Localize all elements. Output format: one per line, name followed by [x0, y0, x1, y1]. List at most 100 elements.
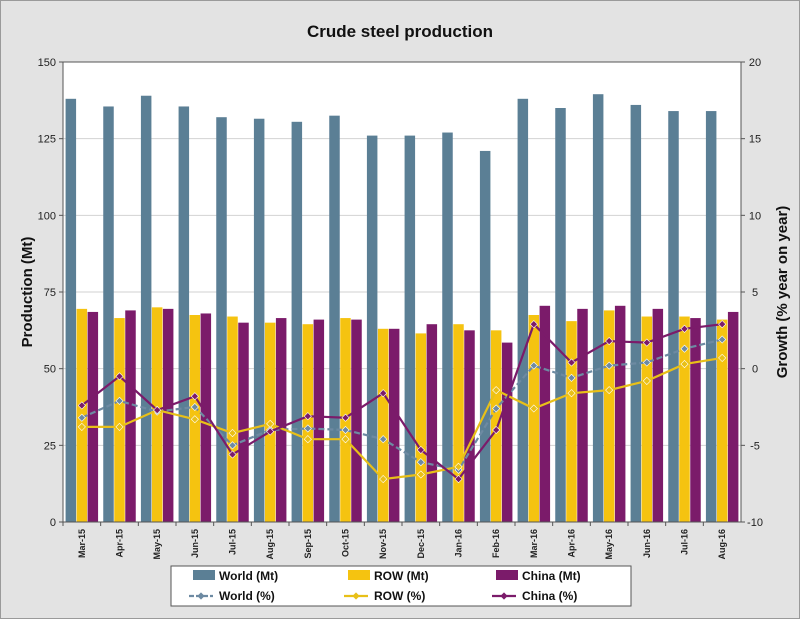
x-tick-label: Dec-15: [416, 529, 426, 559]
bar-row-mt-mar-16: [528, 315, 540, 522]
point-china-nov-15: [379, 389, 388, 398]
point-row-oct-15: [341, 435, 350, 444]
legend-label-china-mt: China (Mt): [522, 569, 581, 583]
x-tick-label: Jul-15: [228, 529, 238, 555]
x-tick-label: Mar-16: [529, 529, 539, 558]
bar-world-mt-jul-15: [216, 117, 227, 522]
line-world: [81, 338, 723, 472]
bar-china-mt-aug-16: [727, 311, 739, 522]
legend: World (Mt) ROW (Mt) China (Mt) World (%) ROW…: [170, 565, 632, 607]
point-row-aug-16: [718, 353, 727, 362]
bar-row-mt-jun-16: [641, 316, 653, 522]
bar-row-mt-jul-16: [679, 316, 690, 522]
bar-china-mt-apr-16: [577, 308, 588, 522]
legend-marker-world: [197, 592, 205, 600]
point-world-sep-15: [303, 424, 312, 433]
bar-row-mt-jan-16: [453, 324, 464, 522]
point-row-apr-16: [567, 389, 576, 398]
x-tick-label: Aug-15: [265, 529, 275, 560]
point-china-jul-16: [680, 324, 689, 333]
point-world-apr-15: [115, 396, 124, 405]
bar-china-mt-jul-16: [690, 318, 701, 522]
point-row-jan-16: [454, 462, 463, 471]
bar-china-mt-feb-16: [501, 342, 513, 522]
bar-row-mt-jul-15: [227, 316, 238, 522]
point-china-apr-16: [567, 358, 576, 367]
legend-box: [170, 565, 632, 607]
y2-axis-title: Growth (% year on year): [774, 206, 791, 379]
legend-marker-row: [352, 592, 360, 600]
point-row-jul-16: [680, 360, 689, 369]
legend-label-world-mt: World (Mt): [219, 569, 278, 583]
left-axis-ticks: 0 25 50 75 100 125 150: [38, 57, 63, 529]
point-china-may-16: [605, 337, 614, 346]
bar-row-mt-apr-16: [566, 321, 577, 522]
bar-world-mt-mar-16: [517, 98, 529, 523]
right-axis-ticks: -10 -5 0 5 10 15 20: [741, 57, 763, 529]
x-tick-label: Jun-15: [190, 529, 200, 558]
point-row-jun-15: [190, 415, 199, 424]
legend-label-world: World (%): [219, 589, 275, 603]
bar-world-mt-oct-15: [329, 115, 340, 523]
bar-china-mt-jul-15: [238, 322, 249, 522]
point-world-jun-16: [642, 358, 651, 367]
x-tick-label: Nov-15: [378, 529, 388, 559]
y2-tick-label: 15: [749, 134, 761, 146]
bar-row-mt-dec-15: [415, 333, 427, 522]
y-tick-label: 100: [38, 210, 56, 222]
bar-world-mt-may-16: [592, 94, 604, 522]
point-world-jul-15: [228, 441, 237, 450]
point-china-jan-16: [454, 475, 463, 484]
point-row-dec-15: [416, 470, 425, 479]
point-world-apr-16: [567, 373, 576, 382]
bar-china-mt-nov-15: [388, 328, 400, 522]
point-row-mar-16: [529, 404, 538, 413]
y2-tick-label: -10: [747, 517, 763, 529]
bar-world-mt-apr-16: [555, 108, 566, 522]
point-china-jul-15: [228, 450, 237, 459]
bar-world-mt-jul-16: [668, 111, 679, 523]
bar-china-mt-may-16: [614, 305, 626, 522]
x-tick-label: Jan-16: [454, 529, 464, 558]
y2-tick-label: 20: [749, 57, 761, 69]
point-china-mar-15: [77, 401, 86, 410]
chart-title: Crude steel production: [307, 22, 493, 41]
bar-row-mt-apr-15: [114, 318, 125, 522]
legend-swatch-world-mt: [193, 570, 215, 580]
y2-tick-label: 10: [749, 210, 761, 222]
y-axis-title: Production (Mt): [19, 237, 36, 348]
x-tick-label: Feb-16: [491, 529, 501, 558]
bar-china-mt-jan-16: [464, 330, 475, 522]
bar-world-mt-sep-15: [291, 121, 303, 523]
gridlines: [63, 138, 741, 446]
point-china-dec-15: [416, 445, 425, 454]
x-tick-label: Mar-15: [77, 529, 87, 558]
point-china-mar-16: [529, 320, 538, 329]
y-tick-label: 75: [44, 287, 56, 299]
x-tick-label: Apr-16: [567, 529, 577, 558]
bar-china-mt-jun-16: [652, 308, 664, 522]
x-tick-label: Apr-15: [115, 529, 125, 558]
y2-tick-label: 5: [752, 287, 758, 299]
bar-china-mt-jun-15: [200, 313, 212, 522]
legend-label-row-mt: ROW (Mt): [374, 569, 429, 583]
point-china-jun-16: [642, 338, 651, 347]
point-world-mar-16: [529, 361, 538, 370]
bar-china-mt-aug-15: [275, 318, 287, 522]
line-china: [81, 322, 723, 481]
x-tick-label: Jul-16: [680, 529, 690, 555]
bar-world-mt-aug-16: [705, 111, 717, 523]
point-world-feb-16: [492, 404, 501, 413]
bar-world-mt-may-15: [140, 95, 152, 522]
bar-china-mt-may-15: [162, 308, 174, 522]
point-row-aug-15: [266, 419, 275, 428]
x-axis-ticks: Mar-15 Apr-15 May-15 Jun-15 Jul-15 Aug-15 Sep-…: [62, 522, 727, 560]
line-series: [77, 320, 727, 484]
bar-china-mt-mar-16: [539, 305, 551, 522]
legend-swatch-china-mt: [496, 570, 518, 580]
x-tick-label: May-16: [604, 529, 614, 560]
point-row-nov-15: [379, 475, 388, 484]
y2-tick-label: 0: [752, 364, 758, 376]
point-china-aug-16: [718, 320, 727, 329]
